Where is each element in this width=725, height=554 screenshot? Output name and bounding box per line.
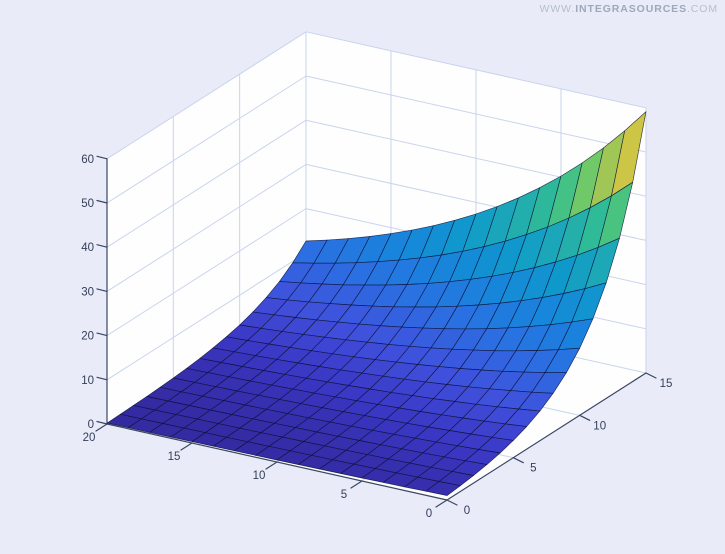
x-tick-mark (265, 461, 278, 470)
y-tick-label: 15 (660, 378, 673, 390)
y-tick-label: 10 (593, 420, 606, 432)
x-tick-mark (180, 442, 193, 451)
z-tick-mark (96, 155, 108, 160)
x-tick-mark (350, 480, 363, 489)
grid-line (106, 75, 307, 204)
x-tick-label: 10 (253, 470, 266, 482)
watermark-prefix: WWW. (539, 3, 576, 15)
x-tick-mark (435, 499, 448, 508)
box-edge-top-left (106, 31, 307, 160)
y-tick-mark (579, 414, 591, 421)
y-tick-label: 0 (464, 505, 470, 517)
y-tick-label: 5 (530, 463, 536, 475)
z-tick-mark (96, 332, 108, 337)
grid-line (106, 163, 307, 292)
grid-line (106, 208, 307, 337)
x-tick-label: 15 (168, 451, 181, 463)
x-tick-label: 0 (426, 508, 432, 520)
z-tick-label: 0 (88, 419, 94, 431)
z-tick-mark (96, 199, 108, 204)
x-tick-mark (95, 423, 108, 432)
y-tick-mark (446, 499, 458, 506)
box-edge-top-right (305, 31, 647, 109)
z-tick-label: 30 (81, 286, 94, 298)
z-tick-label: 60 (81, 154, 94, 166)
grid-line (106, 252, 307, 381)
z-tick-label: 50 (81, 198, 94, 210)
x-tick-label: 5 (341, 489, 347, 501)
surface-face (425, 481, 461, 496)
z-tick-mark (96, 376, 108, 381)
z-tick-mark (96, 288, 108, 292)
grid-line (106, 119, 307, 248)
x-tick-label: 20 (83, 432, 96, 444)
watermark-brand: INTEGRASOURCES (575, 3, 687, 15)
watermark: WWW.INTEGRASOURCES.COM (540, 3, 718, 15)
z-tick-label: 20 (81, 331, 94, 343)
surface-mesh (106, 111, 647, 496)
z-tick-mark (96, 420, 108, 425)
z-tick-label: 40 (81, 242, 94, 254)
y-axis-line (446, 372, 647, 501)
y-tick-mark (645, 372, 657, 379)
z-tick-mark (96, 244, 108, 248)
z-tick-label: 10 (81, 375, 94, 387)
watermark-suffix: .COM (686, 3, 718, 15)
y-tick-mark (512, 457, 524, 464)
